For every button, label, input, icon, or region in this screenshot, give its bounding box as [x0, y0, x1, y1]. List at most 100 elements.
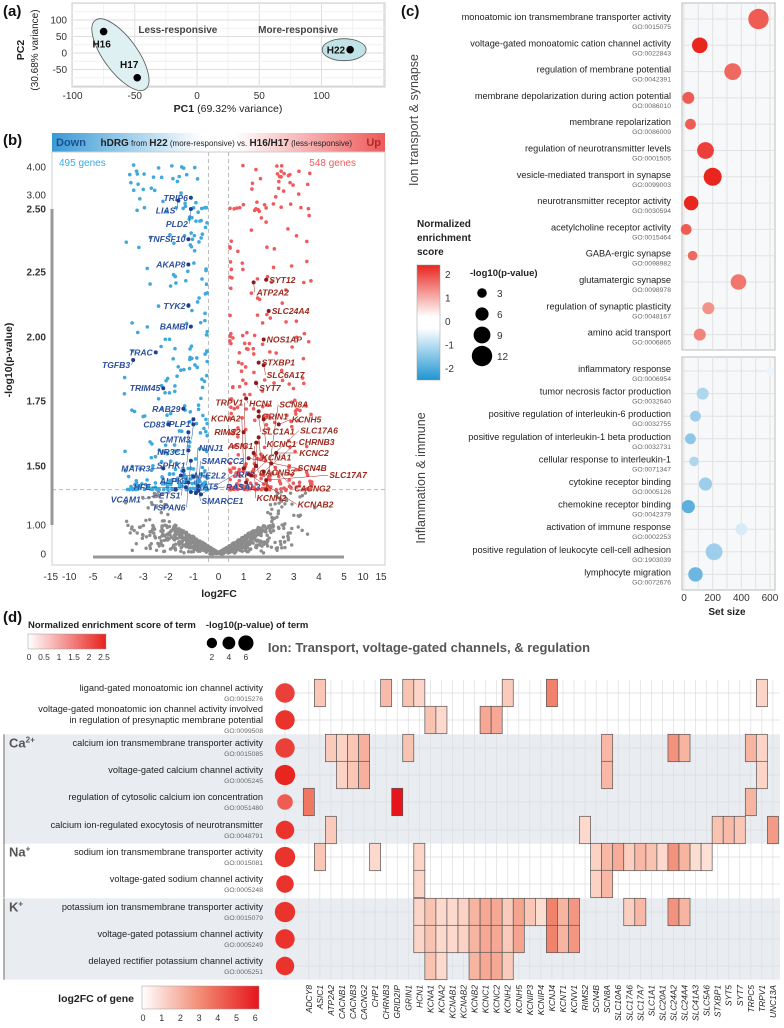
volcano-point-up: [290, 473, 294, 477]
heatmap-term-name: voltage-gated potassium channel activity: [98, 929, 264, 939]
volcano-point-up: [279, 175, 283, 179]
volcano-labeled-point-up: [261, 469, 266, 474]
volcano-point-down: [161, 199, 165, 204]
volcano-point-down: [191, 467, 196, 471]
volcano-gene-label-up: RIMS2: [214, 427, 240, 437]
go-term-name: monoatomic ion transmembrane transporter…: [462, 12, 672, 22]
go-term-name: positive regulation of interleukin-1 bet…: [468, 432, 671, 442]
heatmap-legend-nes-colorbar: [27, 633, 107, 650]
volcano-point-down: [175, 374, 179, 378]
volcano-point-up: [302, 381, 306, 386]
volcano-point-down: [132, 409, 137, 414]
volcano-x-axis-label: log2FC: [201, 588, 237, 600]
heatmap-cell: [755, 678, 768, 708]
go-term-dot: [688, 567, 703, 582]
heatmap-gene-label: KCNH5: [514, 985, 524, 1014]
volcano-point-up: [308, 479, 312, 484]
go-term-id: GO:0005126: [632, 489, 671, 496]
volcano-point-up: [258, 176, 263, 181]
go-term-id: GO:0032640: [632, 399, 671, 406]
volcano-point-ns: [192, 546, 196, 550]
volcano-point-up: [309, 279, 313, 283]
volcano-gene-label-down: CMTM3: [160, 434, 191, 444]
volcano-point-down: [168, 232, 172, 237]
volcano-point-ns: [262, 524, 267, 528]
go-term-id: GO:0022843: [632, 50, 671, 57]
go-term-id: GO:0086010: [632, 103, 671, 110]
volcano-leader-line: [241, 418, 244, 469]
volcano-x-tick: 3: [291, 572, 297, 583]
heatmap-cell: [391, 787, 404, 817]
go-term-id: GO:0098978: [632, 287, 671, 294]
volcano-point-up: [243, 365, 248, 369]
heatmap-cell: [755, 760, 768, 790]
heatmap-term-dot: [275, 710, 295, 730]
volcano-point-ns: [164, 502, 169, 507]
volcano-labeled-point-down: [191, 417, 196, 422]
volcano-point-down: [183, 201, 187, 206]
volcano-point-down: [169, 482, 173, 487]
heatmap-gene-label: SLC10A6: [613, 985, 623, 1021]
volcano-labeled-point-up: [246, 456, 251, 461]
volcano-labeled-point-down: [173, 487, 178, 492]
volcano-point-down: [165, 451, 170, 456]
heatmap-legend-fc-colorbar: [141, 985, 260, 1010]
heatmap-gene-label: KCNAB1: [447, 985, 457, 1019]
volcano-point-up: [229, 397, 234, 401]
go-legend-color-tick: 1: [445, 294, 451, 305]
heatmap-cell: [336, 760, 348, 790]
go-legend-color-tick: -1: [445, 341, 454, 352]
heatmap-cell: [656, 842, 669, 872]
heatmap-gene-label: SLC24A4: [680, 985, 690, 1021]
volcano-point-ns: [270, 507, 274, 511]
go-term-name: cytokine receptor binding: [569, 477, 671, 487]
heatmap-legend-fc-tick: 3: [197, 1013, 202, 1023]
volcano-labeled-point-down: [188, 207, 193, 211]
volcano-point-down: [200, 277, 204, 281]
volcano-point-down: [171, 472, 176, 476]
volcano-y-tick: 0: [40, 550, 46, 561]
volcano-point-up: [260, 321, 265, 325]
volcano-point-up: [236, 360, 241, 365]
volcano-point-down: [157, 487, 161, 492]
heatmap-cell: [501, 678, 514, 708]
volcano-labeled-point-up: [241, 466, 246, 471]
volcano-point-ns: [243, 540, 248, 545]
heatmap-cell: [314, 678, 326, 708]
volcano-point-ns: [170, 546, 175, 550]
volcano-point-ns: [280, 505, 284, 509]
heatmap-gene-label: KCNB2: [470, 985, 480, 1013]
volcano-up-label: Up: [366, 137, 381, 149]
volcano-point-down: [192, 261, 196, 265]
volcano-point-ns: [157, 536, 162, 540]
volcano-point-down: [141, 414, 145, 419]
volcano-y-tick: 2.50: [27, 205, 47, 216]
volcano-gene-label-up: CHRNB3: [299, 437, 335, 447]
volcano-gene-label-down: RAB29: [152, 404, 180, 414]
volcano-point-down: [141, 187, 146, 192]
volcano-gene-label-down: TRIM45: [130, 383, 161, 393]
volcano-point-down: [192, 233, 197, 238]
volcano-point-ns: [165, 538, 170, 542]
volcano-point-ns: [278, 539, 283, 544]
heatmap-cell: [534, 897, 547, 927]
volcano-point-ns: [251, 541, 255, 545]
go-term-id: GO:0015075: [632, 24, 671, 31]
volcano-point-down: [164, 210, 169, 214]
heatmap-term-name: voltage-gated monoatomic ion channel act…: [38, 704, 263, 714]
volcano-leader-line: [186, 482, 189, 508]
heatmap-cell: [424, 705, 437, 735]
volcano-point-up: [297, 484, 302, 488]
volcano-point-ns: [267, 536, 271, 540]
volcano-point-down: [171, 176, 175, 181]
volcano-point-ns: [195, 538, 199, 542]
volcano-point-up: [228, 477, 232, 482]
volcano-gene-label-up: SLC17A7: [329, 470, 368, 480]
volcano-point-up: [275, 172, 280, 176]
volcano-point-down: [167, 471, 172, 476]
volcano-point-down: [137, 196, 142, 201]
volcano-point-up: [232, 206, 236, 211]
heatmap-cell: [402, 733, 415, 763]
volcano-point-up: [272, 381, 276, 385]
volcano-point-up: [294, 485, 299, 490]
